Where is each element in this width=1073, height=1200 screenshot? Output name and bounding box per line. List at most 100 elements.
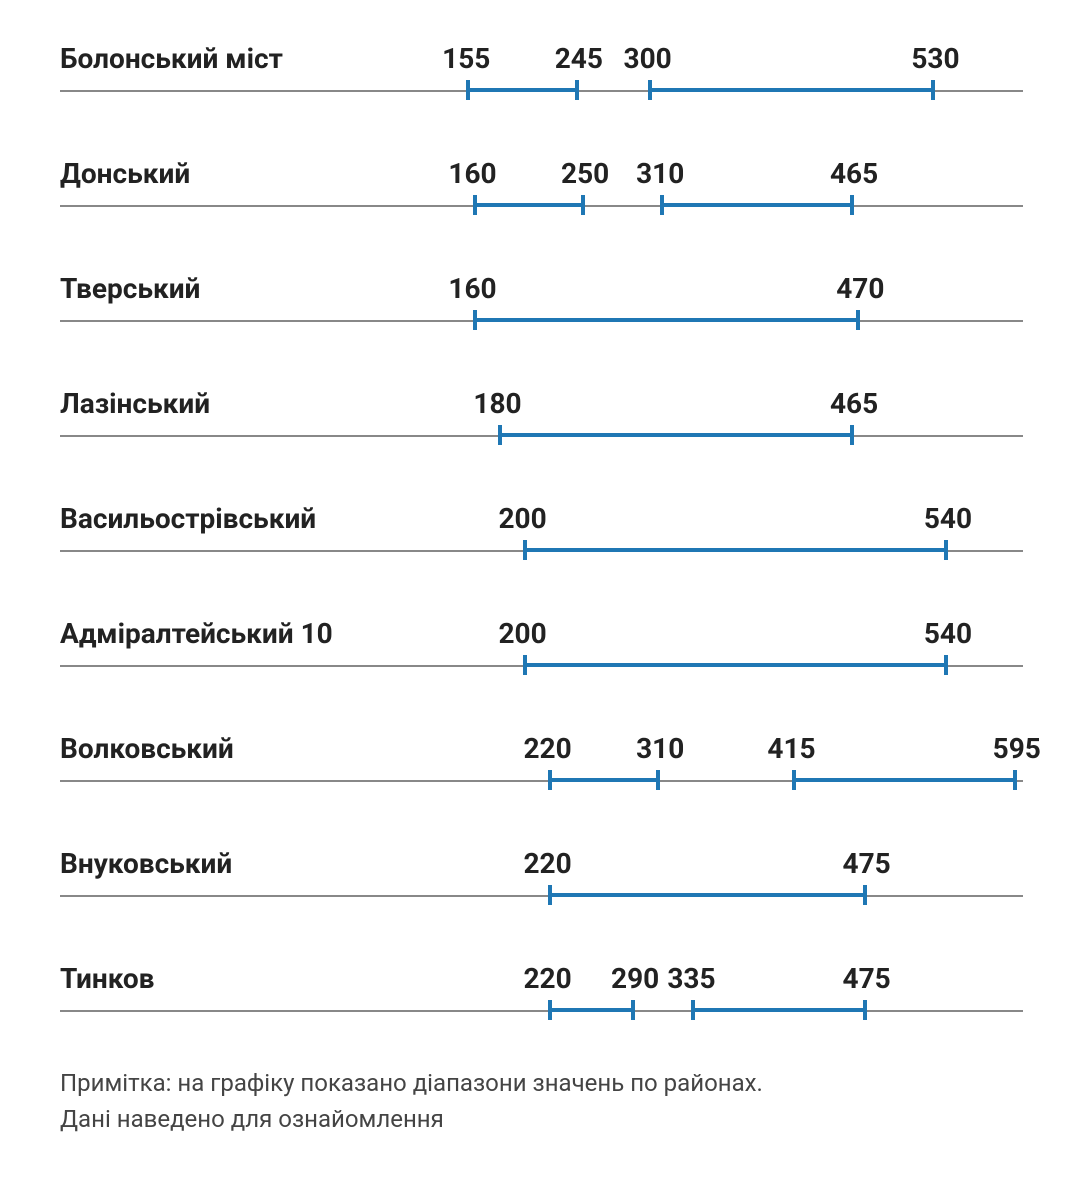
range-end-value: 540 (924, 617, 972, 650)
range-line (523, 548, 948, 552)
chart-row: Васильострівський 200 540 (60, 490, 1023, 575)
chart-row: Адміралтейський 10 200 540 (60, 605, 1023, 690)
range-segment (498, 425, 855, 445)
range-start-value: 200 (498, 617, 546, 650)
range-chart: Болонський міст 155 245 300 530 Донський 160 25… (60, 30, 1023, 1035)
range-cap-left (548, 770, 552, 790)
range-segment (691, 1000, 866, 1020)
range-start-value: 310 (636, 157, 684, 190)
range-line (548, 1008, 636, 1012)
range-start-value: 155 (442, 42, 490, 75)
range-line (548, 778, 661, 782)
range-cap-right (581, 195, 585, 215)
range-end-value: 250 (561, 157, 609, 190)
row-label: Тинков (60, 962, 155, 995)
range-start-value: 160 (448, 272, 496, 305)
range-cap-right (931, 80, 935, 100)
range-segment (473, 195, 586, 215)
range-cap-left (691, 1000, 695, 1020)
row-label: Донський (60, 157, 190, 190)
range-cap-right (944, 540, 948, 560)
range-start-value: 415 (767, 732, 815, 765)
range-start-value: 335 (667, 962, 715, 995)
row-baseline (60, 895, 1023, 897)
range-segment (548, 770, 661, 790)
range-segment (523, 655, 948, 675)
chart-row: Тинков220290335475 (60, 950, 1023, 1035)
range-line (691, 1008, 866, 1012)
chart-row: Тверський 160 470 (60, 260, 1023, 345)
row-baseline (60, 1010, 1023, 1012)
range-line (548, 893, 867, 897)
range-start-value: 160 (448, 157, 496, 190)
row-label: Тверський (60, 272, 200, 305)
range-line (792, 778, 1017, 782)
range-line (498, 433, 855, 437)
range-cap-left (473, 195, 477, 215)
range-cap-right (1013, 770, 1017, 790)
range-cap-left (648, 80, 652, 100)
range-start-value: 180 (473, 387, 521, 420)
chart-row: Донський 160 250 310 465 (60, 145, 1023, 230)
range-line (473, 318, 861, 322)
range-cap-right (631, 1000, 635, 1020)
range-start-value: 300 (624, 42, 672, 75)
chart-row: Внуковський 220 475 (60, 835, 1023, 920)
range-end-value: 290 (611, 962, 659, 995)
range-segment (473, 310, 861, 330)
chart-row: Лазінський 180 465 (60, 375, 1023, 460)
chart-caption: Примітка: на графіку показано діапазони … (60, 1065, 1023, 1137)
range-cap-right (656, 770, 660, 790)
range-cap-left (523, 655, 527, 675)
range-segment (548, 885, 867, 905)
chart-row: Волковський220310415595 (60, 720, 1023, 805)
range-segment (660, 195, 854, 215)
range-cap-right (944, 655, 948, 675)
range-line (523, 663, 948, 667)
range-line (648, 88, 936, 92)
range-segment (466, 80, 579, 100)
range-end-value: 540 (924, 502, 972, 535)
range-cap-left (473, 310, 477, 330)
caption-line-1: Примітка: на графіку показано діапазони … (60, 1065, 1023, 1101)
range-end-value: 465 (830, 157, 878, 190)
range-segment (792, 770, 1017, 790)
range-line (466, 88, 579, 92)
range-line (473, 203, 586, 207)
range-cap-left (466, 80, 470, 100)
row-label: Болонський міст (60, 42, 283, 75)
range-segment (648, 80, 936, 100)
range-start-value: 200 (498, 502, 546, 535)
range-end-value: 465 (830, 387, 878, 420)
range-end-value: 530 (911, 42, 959, 75)
range-end-value: 470 (836, 272, 884, 305)
range-cap-left (523, 540, 527, 560)
range-cap-right (856, 310, 860, 330)
chart-row: Болонський міст 155 245 300 530 (60, 30, 1023, 115)
row-label: Внуковський (60, 847, 232, 880)
range-cap-left (548, 885, 552, 905)
range-end-value: 475 (843, 847, 891, 880)
range-cap-right (863, 1000, 867, 1020)
range-end-value: 310 (636, 732, 684, 765)
caption-line-2: Дані наведено для ознайомлення (60, 1101, 1023, 1137)
range-start-value: 220 (523, 847, 571, 880)
range-end-value: 245 (555, 42, 603, 75)
range-end-value: 595 (993, 732, 1041, 765)
range-segment (548, 1000, 636, 1020)
row-label: Васильострівський (60, 502, 316, 535)
range-cap-right (575, 80, 579, 100)
range-cap-left (498, 425, 502, 445)
range-line (660, 203, 854, 207)
range-start-value: 220 (523, 732, 571, 765)
range-start-value: 220 (523, 962, 571, 995)
row-label: Адміралтейський 10 (60, 617, 333, 650)
range-cap-left (660, 195, 664, 215)
range-segment (523, 540, 948, 560)
row-label: Лазінський (60, 387, 210, 420)
range-cap-left (548, 1000, 552, 1020)
row-label: Волковський (60, 732, 234, 765)
range-cap-right (850, 195, 854, 215)
range-cap-right (863, 885, 867, 905)
range-cap-left (792, 770, 796, 790)
